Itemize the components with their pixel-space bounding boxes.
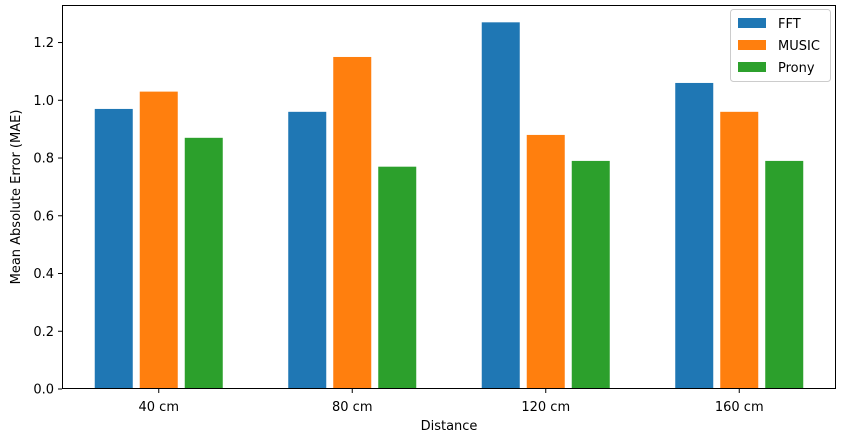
x-tick-label: 80 cm: [332, 400, 373, 415]
x-axis: 40 cm 80 cm 120 cm 160 cm: [139, 389, 764, 415]
bar-prony-4: [765, 160, 804, 389]
y-tick-label: 0.2: [33, 325, 54, 340]
bar-music-4: [720, 111, 759, 390]
legend: FFT MUSIC Prony: [730, 9, 831, 82]
y-tick-label: 0.4: [33, 267, 54, 282]
legend-swatch-prony: [738, 62, 766, 72]
y-tick-label: 1.0: [33, 94, 54, 109]
y-axis: 0.0 0.2 0.4 0.6 0.8 1.0 1.2: [33, 36, 62, 398]
bar-fft-3: [481, 22, 520, 390]
y-tick-label: 0.6: [33, 209, 54, 224]
bar-prony-3: [571, 160, 610, 389]
bar-prony-2: [378, 166, 417, 389]
bar-fft-4: [675, 82, 714, 389]
x-tick-label: 40 cm: [139, 400, 180, 415]
bar-music-1: [139, 91, 178, 389]
bar-music-3: [526, 134, 565, 389]
legend-label-fft: FFT: [778, 17, 801, 32]
bar-fft-1: [94, 108, 133, 389]
legend-label-music: MUSIC: [778, 39, 820, 54]
y-tick-label: 0.0: [33, 383, 54, 398]
plot-area: [94, 22, 804, 390]
bar-music-2: [333, 56, 372, 390]
y-tick-label: 1.2: [33, 36, 54, 51]
plot-frame: [62, 5, 836, 389]
bar-prony-1: [184, 137, 223, 389]
legend-swatch-music: [738, 40, 766, 50]
x-tick-label: 160 cm: [715, 400, 764, 415]
bar-fft-2: [288, 111, 327, 390]
legend-swatch-fft: [738, 18, 766, 28]
y-tick-label: 0.8: [33, 152, 54, 167]
legend-label-prony: Prony: [778, 61, 815, 76]
y-axis-label: Mean Absolute Error (MAE): [9, 110, 24, 285]
x-axis-label: Distance: [421, 419, 478, 434]
x-tick-label: 120 cm: [521, 400, 570, 415]
